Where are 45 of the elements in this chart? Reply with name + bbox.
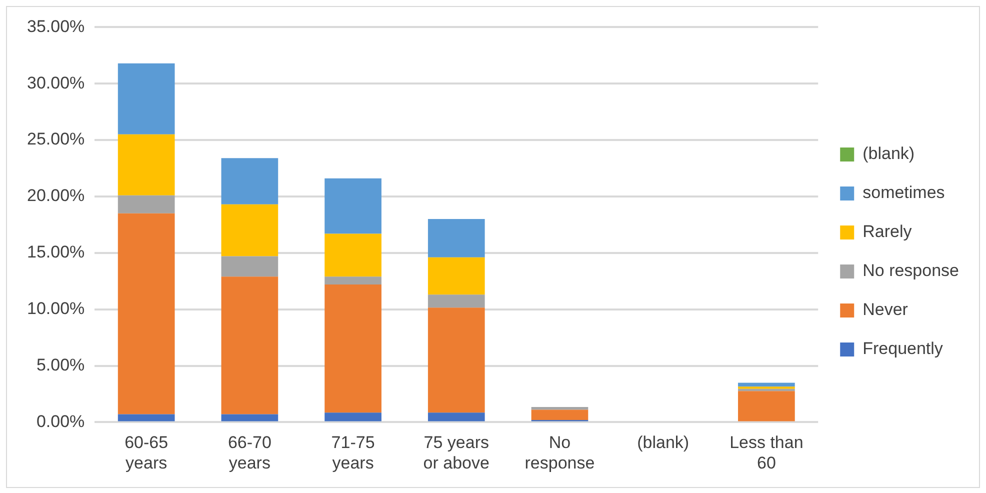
- bar: [221, 204, 278, 256]
- y-tick-label: 0.00%: [36, 412, 85, 431]
- legend-label: Frequently: [862, 339, 944, 358]
- x-tick-label: Less than 60: [730, 433, 804, 472]
- legend-label: No response: [862, 261, 959, 280]
- bar: [221, 158, 278, 204]
- bar: [221, 276, 278, 414]
- bar: [428, 257, 485, 295]
- bar: [118, 63, 175, 134]
- bar: [118, 134, 175, 196]
- y-tick-label: 10.00%: [26, 299, 85, 318]
- bar: [428, 308, 485, 413]
- y-tick-label: 30.00%: [26, 73, 85, 92]
- bar: [118, 414, 175, 422]
- legend-label: Rarely: [862, 222, 912, 242]
- x-tick-label: No response: [524, 433, 595, 472]
- y-tick-label: 25.00%: [26, 130, 85, 149]
- x-tick-label: 60-65 years: [124, 433, 168, 472]
- x-tick-label: 75 years or above: [423, 433, 490, 472]
- bar: [738, 382, 795, 387]
- y-tick-label: 35.00%: [26, 16, 85, 36]
- bar: [738, 391, 795, 422]
- bar: [531, 406, 588, 410]
- y-tick-label: 20.00%: [26, 186, 85, 206]
- bar: [118, 195, 175, 214]
- bar: [324, 276, 382, 285]
- bar: [324, 178, 382, 234]
- y-tick-label: 5.00%: [36, 355, 85, 374]
- bar: [428, 412, 485, 422]
- x-tick-label: 71-75 years: [331, 433, 375, 472]
- x-tick-label: 66-70 years: [228, 433, 272, 472]
- legend-label: Never: [862, 300, 908, 320]
- bar: [221, 414, 278, 422]
- legend-label: sometimes: [862, 183, 945, 202]
- y-tick-label: 15.00%: [26, 242, 85, 262]
- bar: [118, 213, 175, 414]
- bar: [324, 284, 382, 413]
- legend-label: (blank): [862, 144, 915, 164]
- bar: [428, 219, 485, 258]
- bar: [324, 412, 382, 422]
- bar: [324, 234, 382, 277]
- x-tick-label: (blank): [637, 433, 690, 452]
- bar: [221, 256, 278, 277]
- bar: [428, 294, 485, 308]
- bar: [531, 410, 588, 420]
